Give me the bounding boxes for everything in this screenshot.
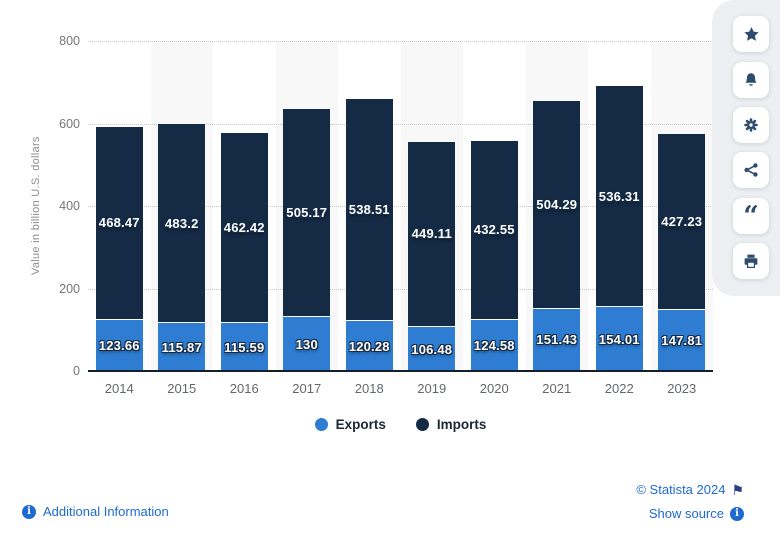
legend-label: Exports <box>335 416 386 432</box>
show-source-link[interactable]: Show source i <box>636 505 744 522</box>
x-axis-tick-label: 2022 <box>604 381 634 396</box>
y-gridline <box>88 206 713 207</box>
x-axis-tick-label: 2017 <box>292 381 322 396</box>
value-label: 115.87 <box>161 339 202 355</box>
y-axis-tick-label: 800 <box>59 34 80 48</box>
x-axis-tick-label: 2020 <box>479 381 509 396</box>
bar-segment-imports[interactable]: 483.2 <box>158 123 206 324</box>
bar-segment-exports[interactable]: 151.43 <box>533 308 581 371</box>
value-label: 120.28 <box>348 338 390 354</box>
value-label: 432.55 <box>473 222 515 238</box>
y-gridline <box>88 41 713 42</box>
bar-segment-imports[interactable]: 432.55 <box>470 141 518 320</box>
copyright-label: © Statista 2024 <box>636 482 726 497</box>
bar-segment-exports[interactable]: 124.58 <box>470 319 518 371</box>
y-axis-tick-label: 400 <box>59 199 80 213</box>
value-label: 115.59 <box>224 339 265 355</box>
bar-segment-exports[interactable]: 120.28 <box>345 321 393 371</box>
value-label: 123.66 <box>98 338 140 353</box>
value-label: 449.11 <box>411 226 452 242</box>
legend-color-dot <box>415 417 429 431</box>
bar-segment-imports[interactable]: 427.23 <box>658 133 706 311</box>
gear-icon <box>743 117 759 133</box>
share-button[interactable] <box>733 152 769 188</box>
bar-segment-exports[interactable]: 130 <box>283 317 331 371</box>
bar-segment-imports[interactable]: 536.31 <box>595 86 643 308</box>
cite-button[interactable]: “ <box>733 198 769 234</box>
footer-source-area: © Statista 2024 ⚑ Show source i <box>636 481 744 529</box>
legend: Exports Imports <box>88 414 713 434</box>
value-label: 538.51 <box>348 202 390 218</box>
bar-segment-exports[interactable]: 115.87 <box>158 323 206 371</box>
bar-segment-exports[interactable]: 115.59 <box>220 323 268 371</box>
additional-information-label: Additional Information <box>43 504 169 519</box>
quote-icon: “ <box>743 201 759 232</box>
y-axis-tick-label: 0 <box>73 364 80 378</box>
value-label: 468.47 <box>98 215 140 231</box>
settings-button[interactable] <box>733 107 769 143</box>
value-label: 462.42 <box>223 219 265 235</box>
legend-item-imports[interactable]: Imports <box>415 416 487 432</box>
x-axis-tick-label: 2021 <box>542 381 572 396</box>
value-label: 130 <box>295 336 318 352</box>
x-axis-tick-label: 2019 <box>417 381 447 396</box>
bell-icon <box>743 72 759 88</box>
show-source-label: Show source <box>648 506 724 521</box>
value-label: 154.01 <box>598 331 640 347</box>
value-label: 536.31 <box>598 188 640 204</box>
y-gridline <box>88 288 713 290</box>
info-icon: i <box>22 504 36 519</box>
legend-color-dot <box>314 417 328 431</box>
bar-segment-exports[interactable]: 123.66 <box>95 320 143 371</box>
x-axis-tick-label: 2016 <box>229 381 259 396</box>
star-icon <box>743 26 760 43</box>
x-axis-tick-label: 2014 <box>104 381 134 396</box>
print-button[interactable] <box>733 243 769 279</box>
bar-segment-imports[interactable]: 504.29 <box>533 100 581 309</box>
y-gridline <box>88 123 713 125</box>
value-label: 106.48 <box>411 341 453 357</box>
info-icon: i <box>730 506 744 521</box>
x-axis-line <box>88 370 713 372</box>
flag-icon: ⚑ <box>731 481 744 498</box>
favorite-button[interactable] <box>733 16 769 52</box>
share-icon <box>743 162 759 178</box>
printer-icon <box>743 253 759 269</box>
bar-segment-exports[interactable]: 147.81 <box>658 310 706 371</box>
bar-segment-imports[interactable]: 462.42 <box>220 132 268 324</box>
bar-segment-imports[interactable]: 505.17 <box>283 109 331 318</box>
bar-segment-imports[interactable]: 468.47 <box>95 126 143 320</box>
legend-item-exports[interactable]: Exports <box>314 416 386 432</box>
legend-label: Imports <box>436 416 487 432</box>
value-label: 124.58 <box>473 337 515 353</box>
value-label: 504.29 <box>536 196 578 212</box>
value-label: 505.17 <box>286 205 328 221</box>
additional-information-link[interactable]: i Additional Information <box>22 504 169 519</box>
x-axis-tick-label: 2015 <box>167 381 197 396</box>
value-label: 427.23 <box>661 213 703 229</box>
value-label: 151.43 <box>536 332 578 348</box>
y-axis-tick-label: 600 <box>59 116 80 131</box>
x-axis-tick-label: 2023 <box>667 381 697 396</box>
bar-segment-imports[interactable]: 538.51 <box>345 99 393 322</box>
plot-area: 123.66 468.47 115.87 483.2 115.59 462.42 130 50… <box>88 41 713 372</box>
alerts-button[interactable] <box>733 62 769 98</box>
value-label: 483.2 <box>164 215 199 231</box>
bar-segment-imports[interactable]: 449.11 <box>408 141 456 328</box>
bar-segment-exports[interactable]: 154.01 <box>595 307 643 371</box>
value-label: 147.81 <box>661 333 703 349</box>
x-axis-tick-label: 2018 <box>354 381 384 396</box>
bar-segment-exports[interactable]: 106.48 <box>408 327 456 371</box>
y-axis-tick-label: 200 <box>59 281 80 296</box>
statista-copyright[interactable]: © Statista 2024 ⚑ <box>636 481 744 498</box>
